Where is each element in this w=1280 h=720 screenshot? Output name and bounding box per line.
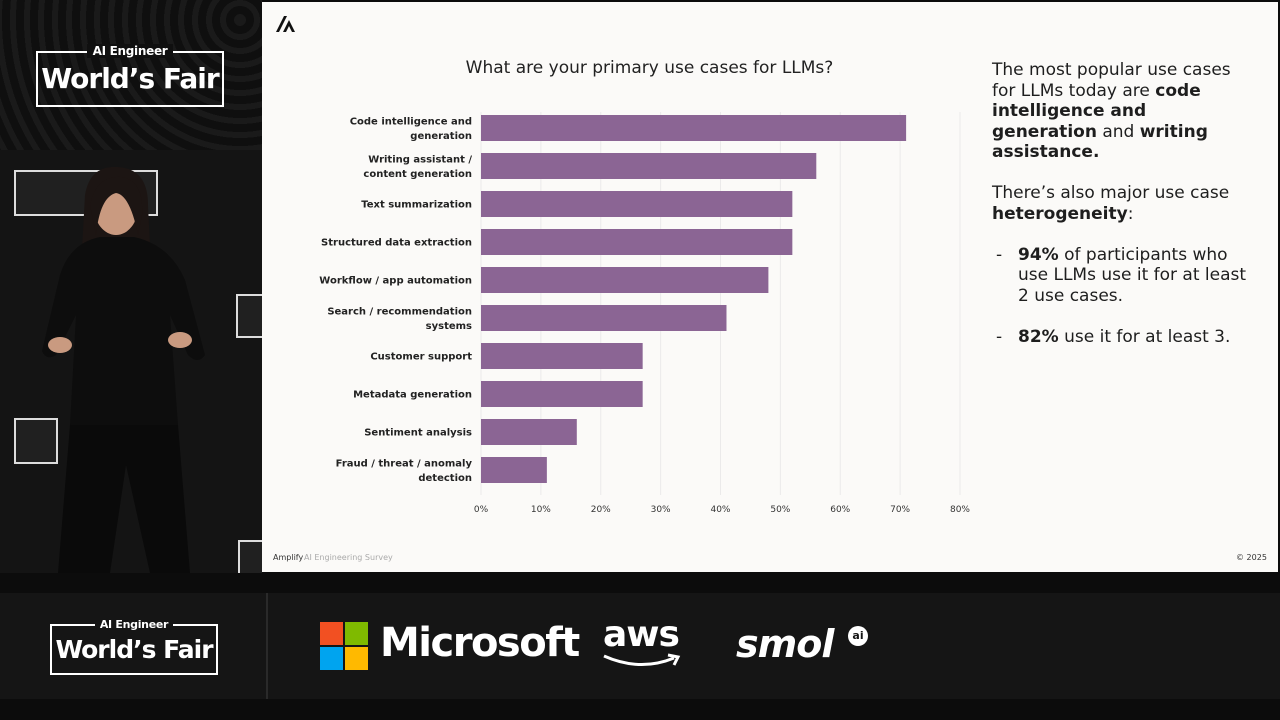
x-tick-label: 20%	[591, 505, 611, 515]
chart-bars	[481, 115, 907, 483]
bar	[481, 191, 793, 217]
event-logo: AI Engineer World’s Fair	[36, 44, 224, 107]
x-tick-label: 10%	[531, 505, 551, 515]
side-paragraph-2: There’s also major use case heterogeneit…	[992, 183, 1230, 224]
stage-screen	[236, 294, 262, 338]
x-tick-label: 0%	[474, 505, 489, 515]
stage-screen	[238, 540, 262, 573]
category-label: Code intelligence and generation	[350, 116, 472, 142]
x-tick-label: 30%	[651, 505, 671, 515]
microsoft-logo-icon	[320, 622, 368, 670]
microsoft-wordmark: Microsoft	[380, 620, 580, 666]
chart-category-labels: Code intelligence and generation Writing a…	[319, 116, 472, 484]
speaker-video-panel: AI Engineer World’s Fair	[0, 0, 262, 573]
slide-side-text: The most popular use cases for LLMs toda…	[992, 60, 1252, 368]
footer-year: © 2025	[1236, 553, 1267, 562]
side-bullet-2: - 82% use it for at least 3.	[996, 326, 1231, 347]
smol-ai-badge: ai	[848, 626, 868, 646]
smol-wordmark: smol	[736, 622, 834, 666]
category-label: Workflow / app automation	[319, 276, 472, 287]
side-bullet-1: - 94% of participants who use LLMs use i…	[996, 244, 1247, 306]
chart-x-ticks: 0% 10% 20% 30% 40% 50% 60% 70% 80%	[474, 505, 971, 515]
bar	[481, 419, 577, 445]
sponsor-divider	[266, 593, 268, 699]
background-pattern	[0, 0, 262, 150]
bar	[481, 153, 817, 179]
bar-chart: Code intelligence and generation Writing a…	[319, 112, 971, 515]
x-tick-label: 40%	[710, 505, 730, 515]
category-label: Text summarization	[361, 200, 472, 211]
event-logo-bottom: AI Engineer World’s Fair	[50, 618, 218, 675]
category-label: Structured data extraction	[321, 238, 472, 249]
event-logo-bottom-small: AI Engineer	[94, 618, 174, 631]
category-label: Customer support	[370, 352, 472, 363]
x-tick-label: 60%	[830, 505, 850, 515]
bar	[481, 115, 907, 141]
chart-title: What are your primary use cases for LLMs…	[465, 58, 834, 78]
category-label: Writing assistant / content generation	[363, 154, 472, 180]
x-tick-label: 80%	[950, 505, 970, 515]
speaker-figure	[42, 166, 205, 573]
aws-wordmark: aws	[603, 614, 680, 655]
bar	[481, 343, 643, 369]
event-logo-bottom-big: World’s Fair	[55, 635, 213, 664]
x-tick-label: 50%	[770, 505, 790, 515]
category-label: Fraud / threat / anomaly detection	[336, 458, 473, 484]
amplify-logo-icon	[276, 16, 295, 32]
event-logo-small: AI Engineer	[86, 44, 174, 58]
event-logo-big: World’s Fair	[41, 62, 219, 95]
presentation-slide: What are your primary use cases for LLMs…	[262, 2, 1278, 572]
bar	[481, 267, 769, 293]
footer-brand: Amplify	[273, 553, 304, 562]
bar	[481, 381, 643, 407]
bar	[481, 229, 793, 255]
stage-screen	[14, 418, 58, 464]
aws-smile-icon	[603, 653, 681, 667]
category-label: Search / recommendation systems	[327, 306, 472, 332]
sponsor-bar	[0, 593, 1280, 699]
side-paragraph-1: The most popular use cases for LLMs toda…	[992, 60, 1231, 162]
bar	[481, 305, 727, 331]
category-label: Metadata generation	[353, 390, 472, 401]
bar	[481, 457, 547, 483]
x-tick-label: 70%	[890, 505, 910, 515]
category-label: Sentiment analysis	[364, 428, 472, 439]
footer-source: AI Engineering Survey	[304, 553, 393, 562]
